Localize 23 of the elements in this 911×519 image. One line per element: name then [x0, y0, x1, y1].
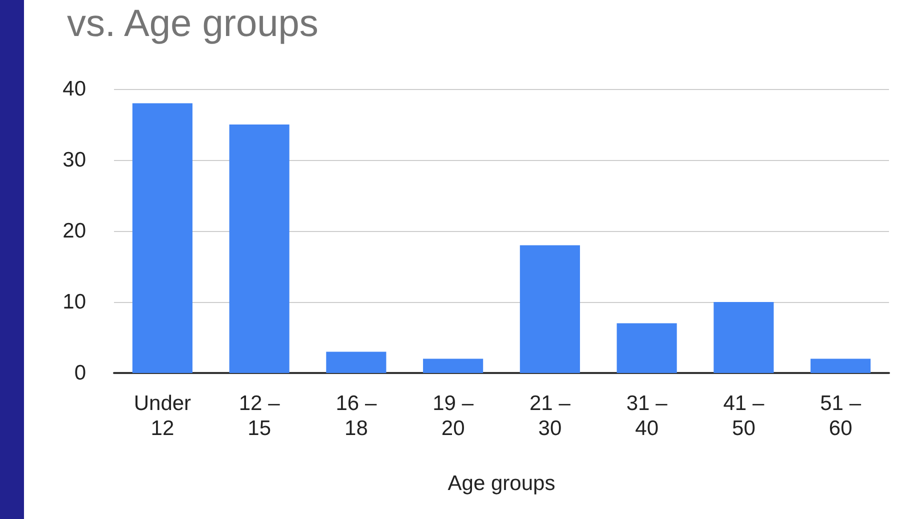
bar	[229, 124, 290, 373]
x-axis-title: Age groups	[448, 472, 556, 495]
x-tick-label: Under 12	[134, 392, 192, 440]
x-tick-label: 51 – 60	[820, 392, 862, 440]
x-tick-label: 16 – 18	[336, 392, 377, 440]
y-tick-label: 20	[62, 220, 86, 242]
x-tick-label: 19 – 20	[432, 392, 474, 440]
bar	[520, 245, 580, 373]
x-tick-label: 41 – 50	[723, 392, 764, 440]
bar	[810, 358, 871, 373]
bar	[326, 352, 386, 373]
y-tick-label: 0	[74, 362, 86, 384]
y-tick-label: 30	[62, 148, 86, 172]
bar	[423, 358, 484, 373]
chart-title: vs. Age groups	[67, 3, 318, 45]
bar	[616, 323, 677, 373]
x-tick-label: 12 – 15	[238, 392, 280, 440]
y-tick-label: 10	[62, 290, 86, 314]
bar	[132, 103, 192, 373]
y-tick-label: 40	[62, 78, 86, 100]
bar	[714, 302, 774, 373]
x-tick-label: 21 – 30	[530, 392, 571, 440]
x-tick-label: 31 – 40	[626, 392, 668, 440]
